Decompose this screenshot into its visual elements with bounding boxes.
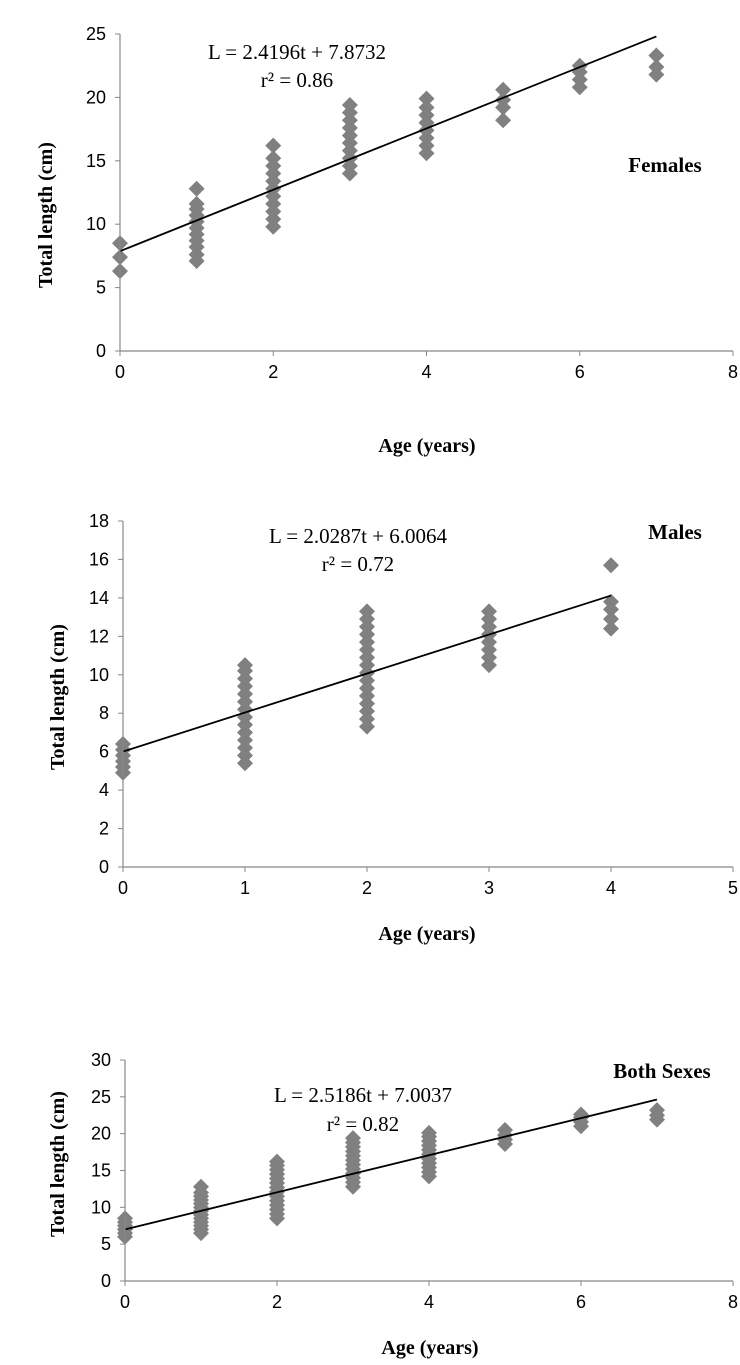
males-x-tick-label: 0 — [118, 878, 128, 898]
females-equation: L = 2.4196t + 7.8732 — [208, 40, 386, 64]
both-sexes-x-axis-title: Age (years) — [381, 1337, 478, 1359]
males-y-tick-label: 4 — [99, 780, 109, 800]
females-y-tick-label: 5 — [96, 278, 106, 298]
females-data-point — [188, 195, 205, 212]
both-sexes-x-tick-label: 0 — [120, 1292, 130, 1312]
both-sexes-trendline — [124, 1098, 658, 1231]
both-sexes-axes: 0 2 4 6 8 0 5 10 15 20 25 30 — [91, 1050, 738, 1312]
females-data-point — [188, 180, 205, 197]
both-sexes-x-tick-label: 4 — [424, 1292, 434, 1312]
females-data-point — [265, 137, 282, 154]
females-data-point — [495, 112, 512, 129]
females-trendline — [119, 35, 657, 253]
both-sexes-y-tick-label: 20 — [91, 1124, 111, 1144]
males-x-tick-label: 2 — [362, 878, 372, 898]
both-sexes-data-point — [649, 1102, 665, 1119]
males-panel-label: Males — [648, 520, 702, 544]
males-y-tick-label: 14 — [89, 588, 109, 608]
males-x-tick-label: 1 — [240, 878, 250, 898]
males-data-point — [481, 603, 497, 620]
males-x-tick-label: 3 — [484, 878, 494, 898]
females-data-point — [648, 58, 665, 75]
both-sexes-y-tick-label: 5 — [101, 1234, 111, 1254]
females-data-point — [495, 81, 512, 98]
females-data-point — [418, 90, 435, 107]
males-y-tick-label: 16 — [89, 549, 109, 569]
both-sexes-y-tick-label: 30 — [91, 1050, 111, 1070]
males-equation: L = 2.0287t + 6.0064 — [269, 524, 448, 548]
both-sexes-data-point — [269, 1153, 285, 1170]
males-y-tick-label: 8 — [99, 703, 109, 723]
males-x-tick-label: 4 — [606, 878, 616, 898]
females-x-tick-label: 0 — [115, 362, 125, 382]
females-y-tick-label: 20 — [86, 87, 106, 107]
both-sexes-x-tick-label: 6 — [576, 1292, 586, 1312]
both-sexes-chart: 0 2 4 6 8 0 5 10 15 20 25 30 L = 2.5186t + 7.0037 r… — [47, 1050, 738, 1359]
both-sexes-panel-label: Both Sexes — [613, 1059, 710, 1083]
females-y-tick-label: 15 — [86, 151, 106, 171]
males-y-tick-label: 12 — [89, 626, 109, 646]
males-y-tick-label: 2 — [99, 819, 109, 839]
males-y-tick-label: 10 — [89, 665, 109, 685]
females-chart: 0 2 4 6 8 0 5 10 15 20 25 L = 2.4196t + 7.8732 r² … — [35, 24, 738, 457]
both-sexes-y-axis-title: Total length (cm) — [47, 1091, 69, 1237]
both-sexes-data-point — [345, 1130, 361, 1147]
females-x-tick-label: 4 — [421, 362, 431, 382]
both-sexes-data-point — [193, 1178, 209, 1195]
females-r-squared: r² = 0.86 — [261, 68, 333, 92]
females-y-tick-label: 10 — [86, 214, 106, 234]
females-x-tick-label: 2 — [268, 362, 278, 382]
females-data-point — [648, 47, 665, 64]
females-data-point — [418, 99, 435, 116]
males-data-point — [237, 657, 253, 674]
both-sexes-y-tick-label: 10 — [91, 1197, 111, 1217]
females-data-point — [571, 57, 588, 74]
females-x-axis-title: Age (years) — [378, 435, 475, 457]
females-y-tick-label: 0 — [96, 341, 106, 361]
males-trendline — [122, 594, 612, 753]
both-sexes-y-tick-label: 15 — [91, 1161, 111, 1181]
females-data-markers — [112, 47, 665, 280]
females-data-point — [265, 150, 282, 167]
both-sexes-x-tick-label: 2 — [272, 1292, 282, 1312]
males-y-tick-label: 6 — [99, 742, 109, 762]
females-y-axis-title: Total length (cm) — [35, 142, 57, 288]
both-sexes-r-squared: r² = 0.82 — [327, 1112, 399, 1136]
both-sexes-y-tick-label: 25 — [91, 1087, 111, 1107]
both-sexes-data-point — [497, 1121, 513, 1138]
males-r-squared: r² = 0.72 — [322, 552, 394, 576]
both-sexes-x-tick-label: 8 — [728, 1292, 738, 1312]
both-sexes-data-point — [421, 1124, 437, 1141]
females-x-tick-label: 6 — [575, 362, 585, 382]
females-panel-label: Females — [628, 153, 701, 177]
both-sexes-equation: L = 2.5186t + 7.0037 — [274, 1083, 452, 1107]
males-y-tick-label: 0 — [99, 857, 109, 877]
males-y-tick-label: 18 — [89, 511, 109, 531]
males-data-point — [359, 603, 375, 620]
males-x-axis-title: Age (years) — [378, 923, 475, 945]
both-sexes-y-tick-label: 0 — [101, 1271, 111, 1291]
males-y-axis-title: Total length (cm) — [47, 624, 69, 770]
males-data-point — [603, 611, 619, 628]
males-data-point — [603, 620, 619, 637]
females-data-point — [341, 97, 358, 114]
females-x-tick-label: 8 — [728, 362, 738, 382]
males-x-tick-label: 5 — [728, 878, 738, 898]
males-data-markers — [115, 557, 619, 781]
males-data-point — [603, 557, 619, 574]
females-axes: 0 2 4 6 8 0 5 10 15 20 25 — [86, 24, 738, 382]
females-y-tick-label: 25 — [86, 24, 106, 44]
